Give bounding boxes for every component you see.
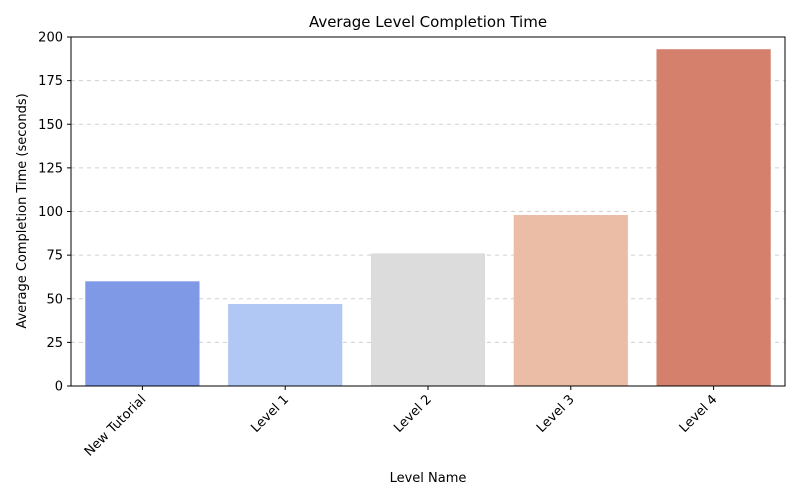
- bar-level-4: [656, 49, 771, 387]
- x-axis-ticks: New Tutorial Level 1 Level 2 Level 3 Level 4: [82, 386, 721, 460]
- y-tick-label: 50: [46, 292, 63, 307]
- y-tick-label: 25: [46, 336, 63, 351]
- x-tick-label: New Tutorial: [82, 392, 149, 459]
- y-tick-label: 75: [46, 249, 63, 264]
- x-tick-label: Level 2: [391, 392, 435, 436]
- x-tick-label: Level 3: [534, 392, 578, 436]
- bar-level-3: [513, 214, 628, 386]
- bars: [85, 49, 771, 387]
- x-tick-label: Level 1: [248, 392, 292, 436]
- bar-new-tutorial: [85, 281, 200, 386]
- bar-level-2: [370, 253, 486, 386]
- y-tick-label: 200: [38, 31, 63, 46]
- y-axis-label: Average Completion Time (seconds): [15, 93, 30, 328]
- x-axis-label: Level Name: [390, 471, 467, 486]
- y-tick-label: 100: [38, 205, 63, 220]
- y-axis-ticks: 0 25 50 75 100 125 150 175 200: [38, 31, 71, 395]
- y-tick-label: 175: [38, 74, 63, 89]
- y-tick-label: 125: [38, 161, 63, 176]
- y-tick-label: 150: [38, 118, 63, 133]
- y-tick-label: 0: [55, 380, 63, 395]
- bar-level-1: [228, 303, 343, 386]
- chart-title: Average Level Completion Time: [309, 13, 547, 31]
- x-tick-label: Level 4: [677, 392, 721, 436]
